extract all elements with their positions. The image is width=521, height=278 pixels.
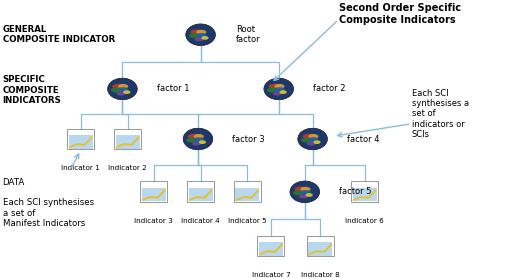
Text: factor 3: factor 3 [232, 135, 265, 143]
Text: factor 4: factor 4 [347, 135, 379, 143]
Ellipse shape [268, 84, 282, 89]
Text: factor 5: factor 5 [339, 187, 371, 196]
Ellipse shape [186, 24, 215, 45]
Bar [351, 181, 378, 202]
Ellipse shape [190, 29, 204, 35]
Ellipse shape [189, 33, 201, 38]
Text: Indicator 1: Indicator 1 [61, 165, 100, 171]
Ellipse shape [183, 128, 213, 150]
Text: Indicator 5: Indicator 5 [228, 217, 267, 224]
Ellipse shape [302, 134, 316, 139]
Ellipse shape [196, 33, 206, 38]
Bar [353, 188, 377, 201]
Ellipse shape [187, 137, 198, 143]
Ellipse shape [298, 128, 327, 150]
Bar [114, 128, 141, 149]
Ellipse shape [201, 36, 208, 40]
Ellipse shape [188, 134, 201, 139]
Ellipse shape [194, 134, 204, 139]
Bar [234, 181, 261, 202]
Text: factor 1: factor 1 [157, 85, 189, 93]
Ellipse shape [279, 90, 287, 94]
Text: Indicator 8: Indicator 8 [301, 272, 340, 278]
Ellipse shape [273, 92, 282, 96]
Ellipse shape [301, 187, 311, 192]
Text: factor 2: factor 2 [313, 85, 345, 93]
Text: DATA

Each SCI synthesises
a set of
Manifest Indicators: DATA Each SCI synthesises a set of Manif… [3, 178, 94, 228]
Text: Second Order Specific
Composite Indicators: Second Order Specific Composite Indicato… [339, 3, 461, 25]
Ellipse shape [307, 142, 316, 146]
Ellipse shape [305, 193, 313, 197]
Bar [257, 235, 284, 256]
Ellipse shape [293, 190, 305, 195]
Bar [116, 135, 140, 148]
Ellipse shape [108, 78, 137, 100]
Bar [69, 135, 93, 148]
Ellipse shape [123, 90, 130, 94]
Ellipse shape [275, 84, 284, 89]
Ellipse shape [194, 137, 204, 142]
Ellipse shape [117, 92, 126, 96]
Ellipse shape [299, 195, 308, 198]
Bar [189, 188, 213, 201]
Text: Indicator 7: Indicator 7 [252, 272, 290, 278]
Text: Indicator 3: Indicator 3 [134, 217, 173, 224]
Ellipse shape [118, 87, 128, 92]
Ellipse shape [196, 30, 206, 34]
Text: Indicator 4: Indicator 4 [181, 217, 220, 224]
Ellipse shape [192, 142, 201, 146]
Ellipse shape [267, 87, 279, 93]
Bar [308, 242, 332, 256]
Ellipse shape [308, 134, 318, 139]
Text: Each SCI
synthesises a
set of
indicators or
SCIs: Each SCI synthesises a set of indicators… [412, 89, 469, 139]
Ellipse shape [275, 87, 284, 92]
Ellipse shape [301, 137, 313, 143]
Bar [142, 188, 166, 201]
Text: Indicator 6: Indicator 6 [345, 217, 384, 224]
Ellipse shape [290, 181, 319, 202]
Bar [67, 128, 94, 149]
Text: Indicator 2: Indicator 2 [108, 165, 147, 171]
Ellipse shape [294, 187, 308, 192]
Text: GENERAL
COMPOSITE INDICATOR: GENERAL COMPOSITE INDICATOR [3, 25, 115, 44]
Text: Root
factor: Root factor [236, 25, 260, 44]
Ellipse shape [199, 140, 206, 144]
Bar [140, 181, 167, 202]
Bar [307, 235, 334, 256]
Ellipse shape [308, 137, 318, 142]
Bar [187, 181, 214, 202]
Ellipse shape [112, 84, 126, 89]
Ellipse shape [264, 78, 293, 100]
Ellipse shape [313, 140, 320, 144]
Ellipse shape [118, 84, 128, 89]
Bar [259, 242, 283, 256]
Ellipse shape [111, 87, 122, 93]
Ellipse shape [195, 38, 204, 41]
Ellipse shape [301, 190, 311, 195]
Bar [235, 188, 259, 201]
Text: SPECIFIC
COMPOSITE
INDICATORS: SPECIFIC COMPOSITE INDICATORS [3, 75, 61, 105]
